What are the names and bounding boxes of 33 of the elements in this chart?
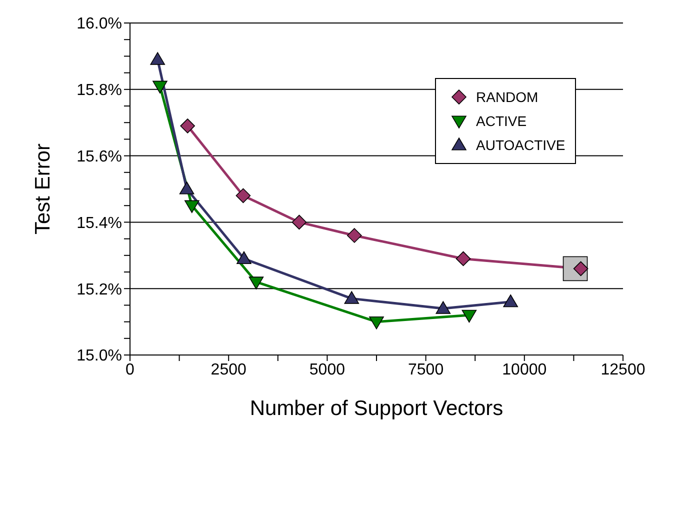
x-axis-title: Number of Support Vectors — [250, 397, 504, 420]
point — [456, 251, 471, 266]
y-tick-label: 15.6% — [76, 148, 122, 166]
point — [184, 200, 200, 213]
point — [236, 188, 251, 204]
point — [369, 316, 384, 330]
legend-label: ACTIVE — [476, 113, 527, 129]
y-tick-label: 15.2% — [76, 281, 122, 298]
x-tick-label: 7500 — [408, 361, 444, 378]
point — [180, 118, 195, 134]
x-tick-label: 5000 — [309, 361, 346, 378]
point — [436, 301, 451, 314]
point — [150, 52, 166, 65]
point — [347, 228, 362, 243]
x-tick-label: 12500 — [600, 361, 646, 378]
y-tick-label: 15.8% — [76, 82, 122, 100]
legend-label: AUTOACTIVE — [476, 137, 566, 153]
x-tick-label: 0 — [126, 361, 135, 378]
point — [236, 251, 252, 264]
point — [248, 276, 264, 290]
x-tick-label: 2500 — [210, 361, 246, 378]
x-tick-label: 10000 — [502, 361, 547, 378]
point — [152, 80, 168, 94]
point — [292, 214, 307, 230]
y-tick-label: 15.4% — [76, 214, 122, 232]
point — [503, 294, 518, 308]
point — [462, 310, 477, 323]
y-tick-label: 16.0% — [76, 16, 122, 33]
legend-label: RANDOM — [476, 89, 538, 105]
point — [179, 182, 194, 194]
point — [344, 291, 360, 304]
y-tick-label: 15.0% — [76, 348, 122, 365]
y-axis-title: Test Error — [31, 143, 54, 235]
